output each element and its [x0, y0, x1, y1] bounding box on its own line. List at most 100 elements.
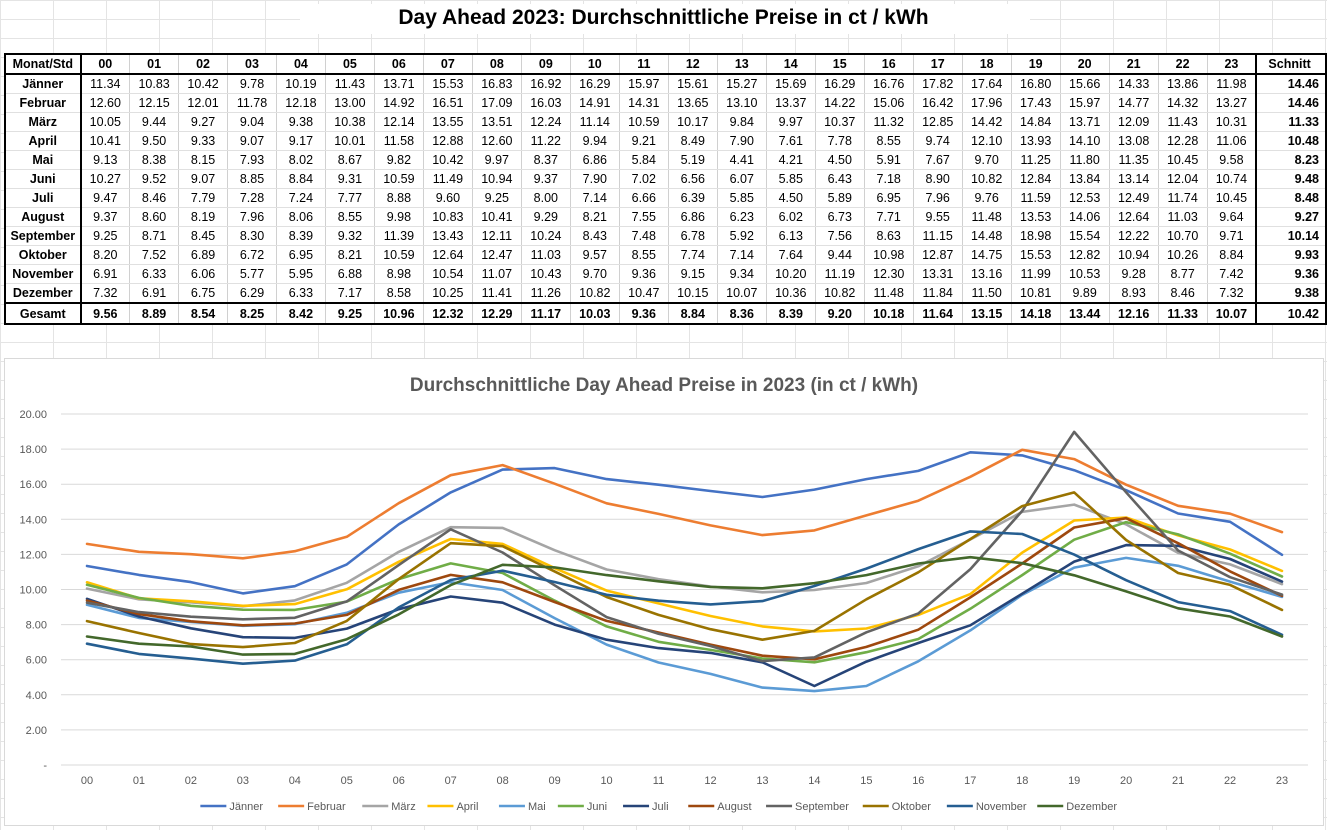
row-average-cell[interactable]: 14.46 — [1255, 93, 1327, 113]
row-month-label[interactable]: September — [5, 226, 82, 246]
price-cell[interactable]: 6.75 — [178, 283, 229, 303]
price-cell[interactable]: 14.92 — [374, 93, 424, 113]
price-cell[interactable]: 12.85 — [913, 112, 963, 132]
price-cell[interactable]: 16.92 — [521, 74, 571, 94]
price-cell[interactable]: 4.50 — [815, 150, 865, 170]
price-cell[interactable]: 9.82 — [374, 150, 424, 170]
row-average-cell[interactable]: 9.27 — [1255, 207, 1327, 227]
price-cell[interactable]: 11.74 — [1158, 188, 1208, 208]
price-cell[interactable]: 9.37 — [521, 169, 571, 189]
price-cell[interactable]: 7.32 — [1207, 283, 1257, 303]
price-cell[interactable]: 7.28 — [227, 188, 277, 208]
price-cell[interactable]: 9.70 — [570, 264, 620, 284]
price-cell[interactable]: 11.07 — [472, 264, 522, 284]
total-cell[interactable]: 9.25 — [325, 302, 375, 325]
price-cell[interactable]: 9.36 — [619, 264, 669, 284]
price-cell[interactable]: 10.82 — [962, 169, 1012, 189]
header-hour[interactable]: 14 — [766, 54, 816, 75]
price-cell[interactable]: 7.17 — [325, 283, 375, 303]
total-cell[interactable]: 8.25 — [227, 302, 277, 325]
row-month-label[interactable]: März — [5, 112, 82, 132]
price-cell[interactable]: 6.89 — [178, 245, 229, 265]
row-month-label[interactable]: April — [5, 131, 82, 151]
header-hour[interactable]: 00 — [80, 54, 131, 75]
price-cell[interactable]: 8.88 — [374, 188, 424, 208]
price-cell[interactable]: 7.96 — [913, 188, 963, 208]
price-cell[interactable]: 6.56 — [668, 169, 718, 189]
price-cell[interactable]: 9.38 — [276, 112, 326, 132]
price-cell[interactable]: 7.77 — [325, 188, 375, 208]
price-cell[interactable]: 12.64 — [423, 245, 473, 265]
price-cell[interactable]: 7.52 — [129, 245, 180, 265]
price-cell[interactable]: 12.15 — [129, 93, 180, 113]
price-cell[interactable]: 15.61 — [668, 74, 718, 94]
header-hour[interactable]: 17 — [913, 54, 963, 75]
header-hour[interactable]: 07 — [423, 54, 473, 75]
header-hour[interactable]: 21 — [1109, 54, 1159, 75]
price-cell[interactable]: 9.07 — [227, 131, 277, 151]
price-cell[interactable]: 8.02 — [276, 150, 326, 170]
price-cell[interactable]: 14.06 — [1060, 207, 1110, 227]
price-cell[interactable]: 7.93 — [227, 150, 277, 170]
price-cell[interactable]: 5.77 — [227, 264, 277, 284]
price-cell[interactable]: 8.77 — [1158, 264, 1208, 284]
price-cell[interactable]: 8.90 — [913, 169, 963, 189]
header-hour[interactable]: 16 — [864, 54, 914, 75]
header-hour[interactable]: 22 — [1158, 54, 1208, 75]
price-cell[interactable]: 16.83 — [472, 74, 522, 94]
price-cell[interactable]: 9.71 — [1207, 226, 1257, 246]
price-cell[interactable]: 12.10 — [962, 131, 1012, 151]
price-cell[interactable]: 7.61 — [766, 131, 816, 151]
price-cell[interactable]: 7.64 — [766, 245, 816, 265]
price-cell[interactable]: 17.09 — [472, 93, 522, 113]
price-cell[interactable]: 7.42 — [1207, 264, 1257, 284]
header-hour[interactable]: 20 — [1060, 54, 1110, 75]
row-average-cell[interactable]: 11.33 — [1255, 112, 1327, 132]
row-month-label[interactable]: Juni — [5, 169, 82, 189]
price-cell[interactable]: 14.32 — [1158, 93, 1208, 113]
header-hour[interactable]: 08 — [472, 54, 522, 75]
price-cell[interactable]: 11.43 — [325, 74, 375, 94]
header-hour[interactable]: 01 — [129, 54, 180, 75]
price-cell[interactable]: 11.48 — [864, 283, 914, 303]
price-cell[interactable]: 5.92 — [717, 226, 767, 246]
price-cell[interactable]: 9.34 — [717, 264, 767, 284]
total-cell[interactable]: 14.18 — [1011, 302, 1061, 325]
price-cell[interactable]: 5.95 — [276, 264, 326, 284]
price-cell[interactable]: 10.82 — [570, 283, 620, 303]
price-cell[interactable]: 10.25 — [423, 283, 473, 303]
price-cell[interactable]: 14.10 — [1060, 131, 1110, 151]
price-cell[interactable]: 8.60 — [129, 207, 180, 227]
price-cell[interactable]: 10.15 — [668, 283, 718, 303]
price-cell[interactable]: 16.76 — [864, 74, 914, 94]
price-cell[interactable]: 11.58 — [374, 131, 424, 151]
price-cell[interactable]: 12.04 — [1158, 169, 1208, 189]
price-cell[interactable]: 5.84 — [619, 150, 669, 170]
price-cell[interactable]: 12.14 — [374, 112, 424, 132]
price-cell[interactable]: 10.70 — [1158, 226, 1208, 246]
price-cell[interactable]: 11.34 — [80, 74, 131, 94]
price-cell[interactable]: 14.91 — [570, 93, 620, 113]
price-cell[interactable]: 17.82 — [913, 74, 963, 94]
price-cell[interactable]: 13.10 — [717, 93, 767, 113]
price-cell[interactable]: 9.07 — [178, 169, 229, 189]
price-cell[interactable]: 14.33 — [1109, 74, 1159, 94]
price-cell[interactable]: 8.55 — [325, 207, 375, 227]
price-cell[interactable]: 9.33 — [178, 131, 229, 151]
price-cell[interactable]: 9.37 — [80, 207, 131, 227]
price-cell[interactable]: 11.41 — [472, 283, 522, 303]
row-average-cell[interactable]: 9.36 — [1255, 264, 1327, 284]
price-cell[interactable]: 13.51 — [472, 112, 522, 132]
price-cell[interactable]: 12.49 — [1109, 188, 1159, 208]
header-hour[interactable]: 18 — [962, 54, 1012, 75]
price-cell[interactable]: 9.29 — [521, 207, 571, 227]
header-hour[interactable]: 10 — [570, 54, 620, 75]
total-cell[interactable]: 8.84 — [668, 302, 718, 325]
price-cell[interactable]: 9.47 — [80, 188, 131, 208]
price-cell[interactable]: 8.30 — [227, 226, 277, 246]
price-cell[interactable]: 6.66 — [619, 188, 669, 208]
price-cell[interactable]: 8.37 — [521, 150, 571, 170]
price-cell[interactable]: 12.88 — [423, 131, 473, 151]
price-cell[interactable]: 12.01 — [178, 93, 229, 113]
price-cell[interactable]: 8.58 — [374, 283, 424, 303]
